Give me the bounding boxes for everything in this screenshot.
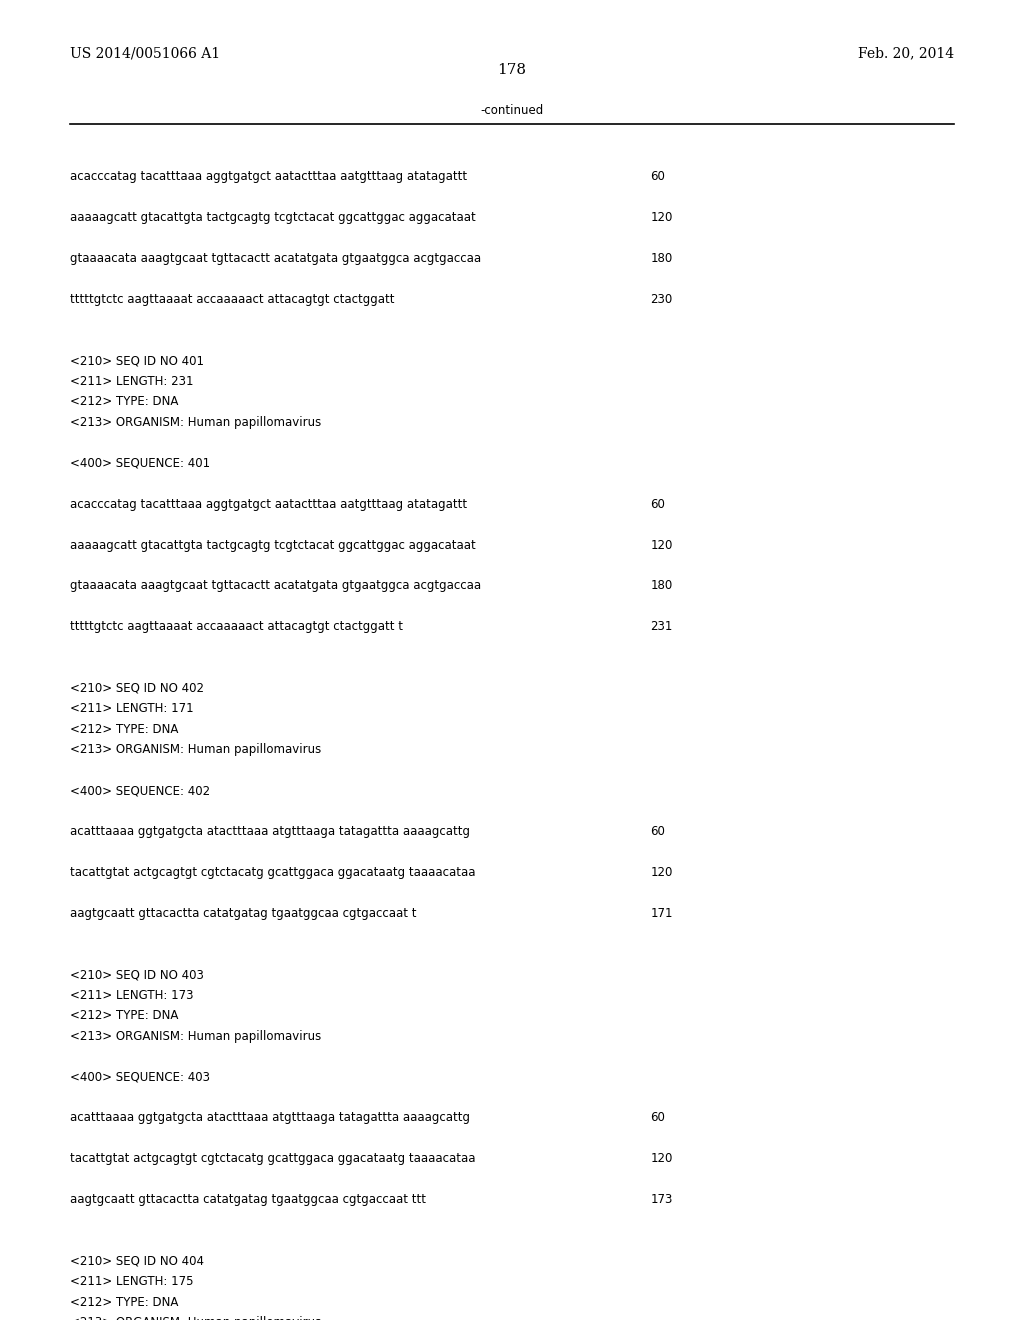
Text: 60: 60 xyxy=(650,1111,666,1125)
Text: acatttaaaa ggtgatgcta atactttaaa atgtttaaga tatagattta aaaagcattg: acatttaaaa ggtgatgcta atactttaaa atgttta… xyxy=(70,1111,470,1125)
Text: tacattgtat actgcagtgt cgtctacatg gcattggaca ggacataatg taaaacataa: tacattgtat actgcagtgt cgtctacatg gcattgg… xyxy=(70,866,475,879)
Text: <211> LENGTH: 173: <211> LENGTH: 173 xyxy=(70,989,194,1002)
Text: Feb. 20, 2014: Feb. 20, 2014 xyxy=(858,46,954,61)
Text: acacccatag tacatttaaa aggtgatgct aatactttaa aatgtttaag atatagattt: acacccatag tacatttaaa aggtgatgct aatactt… xyxy=(70,498,467,511)
Text: gtaaaacata aaagtgcaat tgttacactt acatatgata gtgaatggca acgtgaccaa: gtaaaacata aaagtgcaat tgttacactt acatatg… xyxy=(70,252,480,265)
Text: 230: 230 xyxy=(650,293,673,306)
Text: <210> SEQ ID NO 403: <210> SEQ ID NO 403 xyxy=(70,968,204,981)
Text: <212> TYPE: DNA: <212> TYPE: DNA xyxy=(70,722,178,735)
Text: <400> SEQUENCE: 403: <400> SEQUENCE: 403 xyxy=(70,1071,210,1084)
Text: <210> SEQ ID NO 404: <210> SEQ ID NO 404 xyxy=(70,1254,204,1267)
Text: 231: 231 xyxy=(650,620,673,634)
Text: 60: 60 xyxy=(650,825,666,838)
Text: 60: 60 xyxy=(650,498,666,511)
Text: 60: 60 xyxy=(650,170,666,183)
Text: <213> ORGANISM: Human papillomavirus: <213> ORGANISM: Human papillomavirus xyxy=(70,416,321,429)
Text: 180: 180 xyxy=(650,579,673,593)
Text: aagtgcaatt gttacactta catatgatag tgaatggcaa cgtgaccaat t: aagtgcaatt gttacactta catatgatag tgaatgg… xyxy=(70,907,416,920)
Text: 120: 120 xyxy=(650,539,673,552)
Text: <212> TYPE: DNA: <212> TYPE: DNA xyxy=(70,1295,178,1308)
Text: aaaaagcatt gtacattgta tactgcagtg tcgtctacat ggcattggac aggacataat: aaaaagcatt gtacattgta tactgcagtg tcgtcta… xyxy=(70,539,475,552)
Text: 120: 120 xyxy=(650,866,673,879)
Text: -continued: -continued xyxy=(480,104,544,117)
Text: 173: 173 xyxy=(650,1193,673,1206)
Text: 180: 180 xyxy=(650,252,673,265)
Text: <213> ORGANISM: Human papillomavirus: <213> ORGANISM: Human papillomavirus xyxy=(70,1030,321,1043)
Text: aaaaagcatt gtacattgta tactgcagtg tcgtctacat ggcattggac aggacataat: aaaaagcatt gtacattgta tactgcagtg tcgtcta… xyxy=(70,211,475,224)
Text: <211> LENGTH: 171: <211> LENGTH: 171 xyxy=(70,702,194,715)
Text: <211> LENGTH: 231: <211> LENGTH: 231 xyxy=(70,375,194,388)
Text: <211> LENGTH: 175: <211> LENGTH: 175 xyxy=(70,1275,194,1288)
Text: acacccatag tacatttaaa aggtgatgct aatactttaa aatgtttaag atatagattt: acacccatag tacatttaaa aggtgatgct aatactt… xyxy=(70,170,467,183)
Text: <213> ORGANISM: Human papillomavirus: <213> ORGANISM: Human papillomavirus xyxy=(70,1316,321,1320)
Text: <400> SEQUENCE: 401: <400> SEQUENCE: 401 xyxy=(70,457,210,470)
Text: acatttaaaa ggtgatgcta atactttaaa atgtttaaga tatagattta aaaagcattg: acatttaaaa ggtgatgcta atactttaaa atgttta… xyxy=(70,825,470,838)
Text: 120: 120 xyxy=(650,211,673,224)
Text: 120: 120 xyxy=(650,1152,673,1166)
Text: <210> SEQ ID NO 402: <210> SEQ ID NO 402 xyxy=(70,681,204,694)
Text: <213> ORGANISM: Human papillomavirus: <213> ORGANISM: Human papillomavirus xyxy=(70,743,321,756)
Text: 171: 171 xyxy=(650,907,673,920)
Text: <210> SEQ ID NO 401: <210> SEQ ID NO 401 xyxy=(70,354,204,367)
Text: US 2014/0051066 A1: US 2014/0051066 A1 xyxy=(70,46,220,61)
Text: 178: 178 xyxy=(498,63,526,78)
Text: aagtgcaatt gttacactta catatgatag tgaatggcaa cgtgaccaat ttt: aagtgcaatt gttacactta catatgatag tgaatgg… xyxy=(70,1193,426,1206)
Text: gtaaaacata aaagtgcaat tgttacactt acatatgata gtgaatggca acgtgaccaa: gtaaaacata aaagtgcaat tgttacactt acatatg… xyxy=(70,579,480,593)
Text: tttttgtctc aagttaaaat accaaaaact attacagtgt ctactggatt: tttttgtctc aagttaaaat accaaaaact attacag… xyxy=(70,293,394,306)
Text: <400> SEQUENCE: 402: <400> SEQUENCE: 402 xyxy=(70,784,210,797)
Text: tttttgtctc aagttaaaat accaaaaact attacagtgt ctactggatt t: tttttgtctc aagttaaaat accaaaaact attacag… xyxy=(70,620,402,634)
Text: <212> TYPE: DNA: <212> TYPE: DNA xyxy=(70,1008,178,1022)
Text: <212> TYPE: DNA: <212> TYPE: DNA xyxy=(70,395,178,408)
Text: tacattgtat actgcagtgt cgtctacatg gcattggaca ggacataatg taaaacataa: tacattgtat actgcagtgt cgtctacatg gcattgg… xyxy=(70,1152,475,1166)
